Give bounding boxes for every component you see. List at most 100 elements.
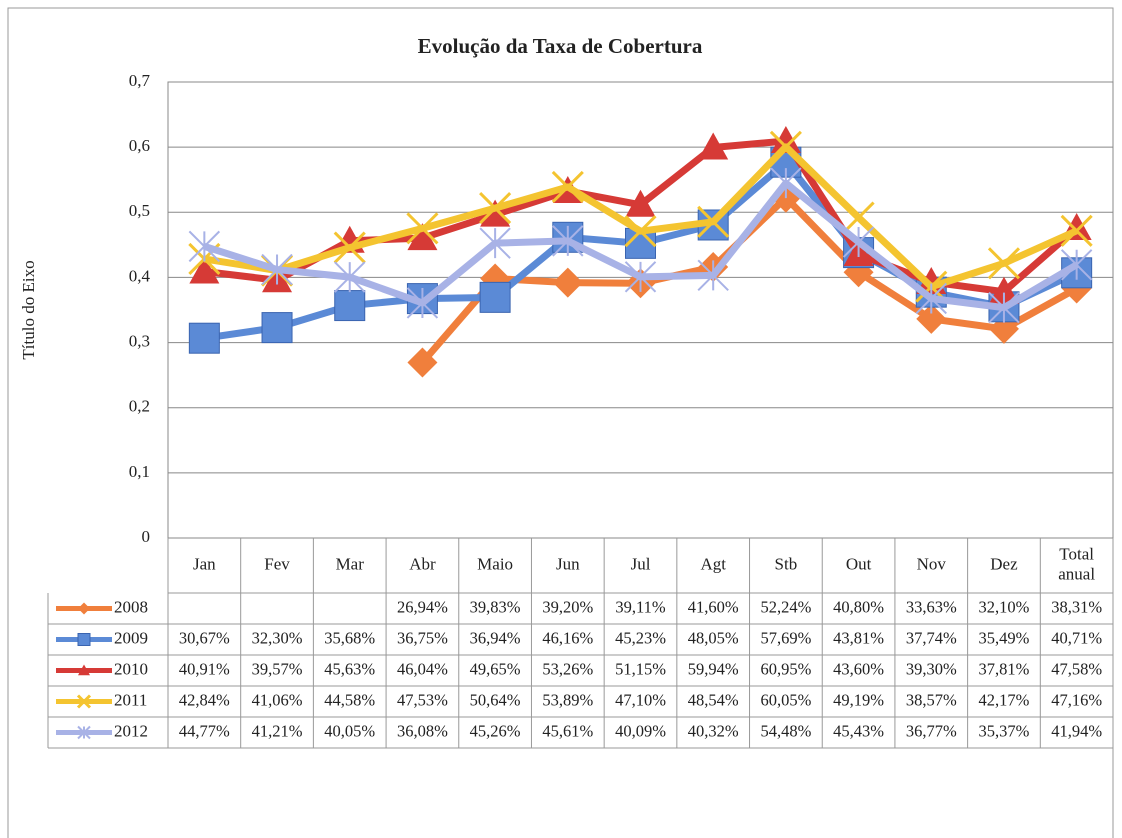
table-value: 39,11% — [615, 597, 666, 616]
data-point — [552, 225, 584, 257]
table-value: 35,68% — [324, 628, 375, 647]
x-tick-label: Mar — [336, 554, 365, 573]
x-tick-label: Nov — [917, 554, 947, 573]
table-value: 40,91% — [179, 659, 230, 678]
table-value: 45,26% — [470, 721, 521, 740]
table-value: 60,05% — [760, 690, 811, 709]
data-point — [842, 201, 875, 234]
table-value: 45,23% — [615, 628, 666, 647]
table-value: 36,75% — [397, 628, 448, 647]
data-point — [987, 247, 1021, 280]
table-value: 57,69% — [760, 628, 811, 647]
table-value: 47,53% — [397, 690, 448, 709]
table-value: 43,60% — [833, 659, 884, 678]
table-value: 42,17% — [979, 690, 1030, 709]
data-point — [770, 125, 801, 153]
y-tick-label: 0,3 — [129, 331, 150, 350]
table-value: 48,54% — [688, 690, 739, 709]
data-point — [479, 281, 511, 313]
data-point — [625, 189, 656, 217]
table-value: 45,61% — [542, 721, 593, 740]
legend-label: 2010 — [114, 659, 148, 678]
table-value: 49,65% — [470, 659, 521, 678]
plot-area — [167, 81, 1114, 539]
table-value: 40,71% — [1051, 628, 1102, 647]
table-value: 44,77% — [179, 721, 230, 740]
x-tick-label: Maio — [477, 554, 513, 573]
data-point — [698, 132, 729, 160]
x-tick-label: Jul — [631, 554, 651, 573]
table-value: 50,64% — [470, 690, 521, 709]
y-tick-label: 0,7 — [129, 71, 151, 90]
table-value: 59,94% — [688, 659, 739, 678]
table-value: 45,63% — [324, 659, 375, 678]
table-value: 36,77% — [906, 721, 957, 740]
data-point — [189, 256, 220, 284]
data-point — [770, 167, 802, 199]
data-point — [334, 261, 366, 293]
legend-marker — [78, 664, 90, 676]
table-value: 39,57% — [252, 659, 303, 678]
x-tick-label: Agt — [700, 554, 726, 573]
table-value: 37,74% — [906, 628, 957, 647]
table-value: 42,84% — [179, 690, 230, 709]
legend-label: 2008 — [114, 597, 148, 616]
chart-frame — [7, 7, 1114, 838]
x-tick-label: Jan — [193, 554, 216, 573]
table-value: 40,05% — [324, 721, 375, 740]
legend-label: 2009 — [114, 628, 148, 647]
table-value: 49,19% — [833, 690, 884, 709]
data-point — [769, 130, 802, 163]
table-value: 53,26% — [542, 659, 593, 678]
y-tick-label: 0,1 — [129, 462, 150, 481]
table-value: 35,37% — [979, 721, 1030, 740]
data-point — [188, 230, 221, 263]
x-tick-label: Total anual — [1058, 544, 1095, 583]
data-point — [407, 223, 438, 251]
x-tick-label: Abr — [409, 554, 436, 573]
legend-label: 2011 — [114, 690, 147, 709]
legend-marker — [77, 725, 91, 740]
table-value: 47,10% — [615, 690, 666, 709]
data-point — [624, 215, 657, 248]
table-value: 52,24% — [760, 597, 811, 616]
table-value: 39,83% — [470, 597, 521, 616]
y-tick-label: 0,5 — [129, 201, 150, 220]
table-value: 40,09% — [615, 721, 666, 740]
data-point — [842, 226, 875, 258]
data-point — [915, 282, 947, 315]
data-point — [988, 291, 1020, 324]
table-value: 38,31% — [1051, 597, 1102, 616]
legend-label: 2012 — [114, 721, 148, 740]
x-tick-label: Fev — [264, 554, 290, 573]
table-value: 47,58% — [1051, 659, 1102, 678]
table-value: 53,89% — [542, 690, 593, 709]
data-point — [697, 259, 729, 292]
table-value: 35,49% — [979, 628, 1030, 647]
legend-marker — [77, 633, 91, 646]
data-point — [552, 267, 583, 298]
table-value: 40,32% — [688, 721, 739, 740]
x-tick-label: Out — [846, 554, 872, 573]
table-value: 26,94% — [397, 597, 448, 616]
data-point — [479, 192, 512, 225]
table-value: 38,57% — [906, 690, 957, 709]
table-value: 54,48% — [760, 721, 811, 740]
table-value: 36,94% — [470, 628, 521, 647]
table-value: 46,04% — [397, 659, 448, 678]
data-point — [916, 303, 947, 334]
data-point — [480, 199, 511, 227]
data-point — [407, 347, 438, 378]
table-value: 41,06% — [252, 690, 303, 709]
table-value: 41,21% — [252, 721, 303, 740]
table-value: 37,81% — [979, 659, 1030, 678]
data-point — [188, 322, 220, 354]
x-tick-label: Dez — [990, 554, 1018, 573]
legend-marker — [76, 694, 92, 709]
table-value: 60,95% — [760, 659, 811, 678]
table-value: 32,10% — [979, 597, 1030, 616]
table-value: 51,15% — [615, 659, 666, 678]
table-value: 48,05% — [688, 628, 739, 647]
y-tick-label: 0,6 — [129, 136, 150, 155]
data-point — [333, 231, 366, 264]
